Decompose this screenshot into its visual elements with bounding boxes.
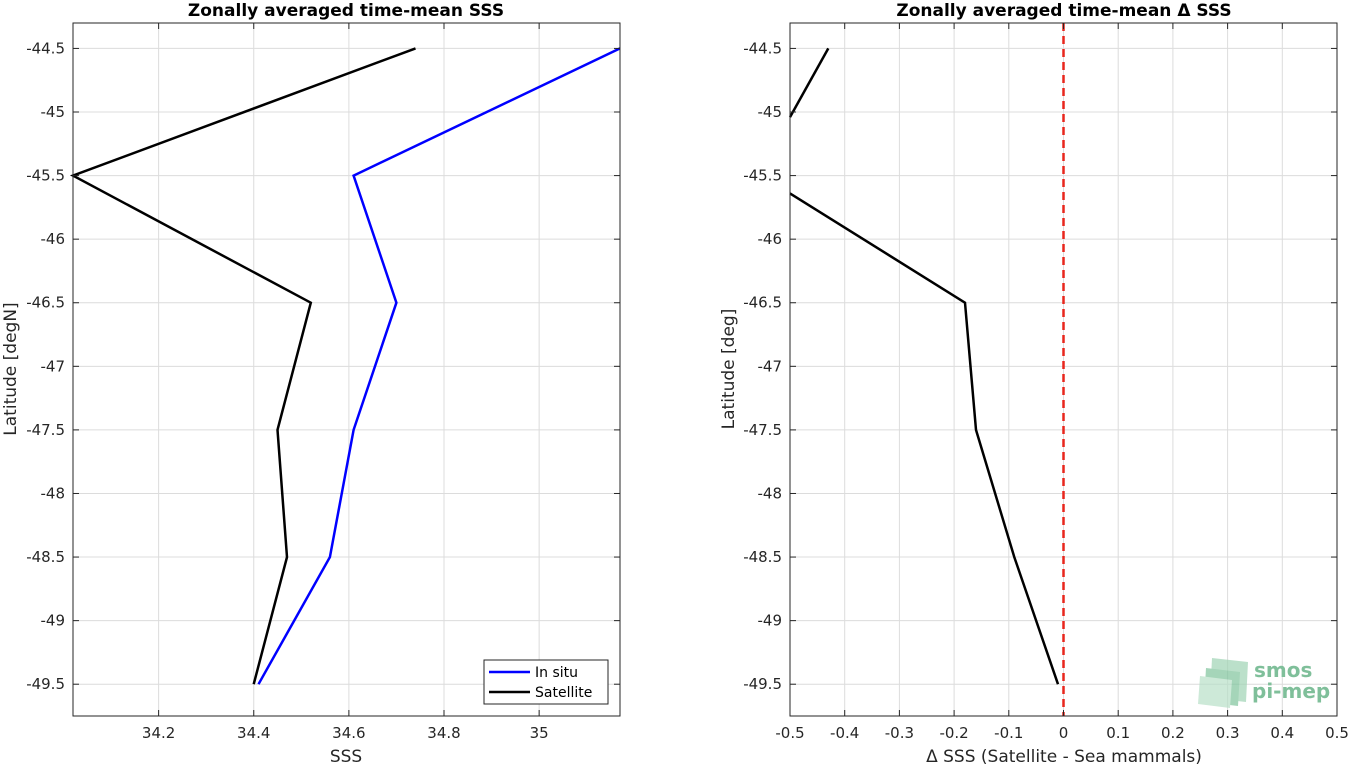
y-tick-label: -45.5 xyxy=(26,167,65,185)
left-chart-panel: 34.2 34.4 34.6 34.8 35 -44.5 -45 -45.5 -46 -46.5 -… xyxy=(1,1,621,765)
logo-text-pi-mep: pi-mep xyxy=(1252,679,1330,703)
legend-in-situ-label: In situ xyxy=(535,665,578,681)
y-tick-label: -48 xyxy=(41,484,66,502)
x-tick-label: -0.2 xyxy=(939,724,968,742)
y-tick-label: -46 xyxy=(758,230,783,248)
y-tick-label: -49.5 xyxy=(26,675,65,693)
x-tick-label: -0.5 xyxy=(775,724,804,742)
x-tick-label: 0.2 xyxy=(1161,724,1185,742)
y-tick-label: -49 xyxy=(41,612,66,630)
legend: In situ Satellite xyxy=(483,659,609,705)
legend-satellite-label: Satellite xyxy=(535,685,592,701)
right-x-axis-label: Δ SSS (Satellite - Sea mammals) xyxy=(926,747,1202,765)
x-tick-label: 0 xyxy=(1059,724,1069,742)
in-situ-series-line xyxy=(257,47,621,685)
y-tick-label: -45 xyxy=(758,103,783,121)
y-tick-label: -47 xyxy=(41,357,66,375)
left-plot-frame xyxy=(72,22,621,717)
right-chart-panel: -0.5 -0.4 -0.3 -0.2 -0.1 0 0.1 0.2 0.3 0.4 0.5 -44.… xyxy=(719,1,1349,765)
right-chart-title: Zonally averaged time-mean Δ SSS xyxy=(896,1,1231,21)
left-series-group xyxy=(69,47,621,685)
x-tick-label: 34.4 xyxy=(237,724,270,742)
delta-sss-series-line xyxy=(789,192,1060,685)
y-tick-label: -47.5 xyxy=(743,421,782,439)
x-tick-label: 35 xyxy=(530,724,549,742)
x-tick-label: 0.5 xyxy=(1325,724,1349,742)
right-series-group xyxy=(788,23,1065,716)
y-tick-label: -44.5 xyxy=(26,39,65,57)
satellite-series-line xyxy=(69,47,416,685)
y-tick-label: -45.5 xyxy=(743,167,782,185)
x-tick-label: 34.6 xyxy=(332,724,365,742)
y-tick-label: -48.5 xyxy=(26,548,65,566)
x-tick-label: -0.1 xyxy=(994,724,1023,742)
left-x-axis-label: SSS xyxy=(330,747,362,765)
x-tick-label: 34.8 xyxy=(427,724,460,742)
y-tick-label: -46 xyxy=(41,230,66,248)
y-tick-label: -48 xyxy=(758,484,783,502)
left-chart-title: Zonally averaged time-mean SSS xyxy=(188,1,504,21)
right-ticks: -0.5 -0.4 -0.3 -0.2 -0.1 0 0.1 0.2 0.3 0.4 0.5 -44.… xyxy=(743,23,1349,742)
y-tick-label: -45 xyxy=(41,103,66,121)
y-tick-label: -49.5 xyxy=(743,675,782,693)
y-tick-label: -49 xyxy=(758,612,783,630)
y-tick-label: -47 xyxy=(758,357,783,375)
y-tick-label: -44.5 xyxy=(743,39,782,57)
left-ticks: 34.2 34.4 34.6 34.8 35 -44.5 -45 -45.5 -46 -46.5 -… xyxy=(26,23,620,742)
y-tick-label: -47.5 xyxy=(26,421,65,439)
smos-pi-mep-logo: smos pi-mep xyxy=(1198,658,1330,708)
x-tick-label: 34.2 xyxy=(142,724,175,742)
y-tick-label: -46.5 xyxy=(26,294,65,312)
left-grid xyxy=(73,23,620,716)
legend-box xyxy=(483,659,609,705)
x-tick-label: 0.4 xyxy=(1270,724,1294,742)
right-y-axis-label: Latitude [deg] xyxy=(719,309,739,430)
logo-text-smos: smos xyxy=(1254,658,1312,682)
x-tick-label: -0.4 xyxy=(830,724,859,742)
x-tick-label: 0.3 xyxy=(1216,724,1240,742)
logo-mark-icon xyxy=(1198,658,1248,708)
x-tick-label: 0.1 xyxy=(1106,724,1130,742)
left-plot-area xyxy=(73,23,620,716)
y-tick-label: -48.5 xyxy=(743,548,782,566)
y-tick-label: -46.5 xyxy=(743,294,782,312)
x-tick-label: -0.3 xyxy=(885,724,914,742)
delta-sss-series-line xyxy=(788,47,830,118)
left-y-axis-label: Latitude [degN] xyxy=(1,302,21,435)
